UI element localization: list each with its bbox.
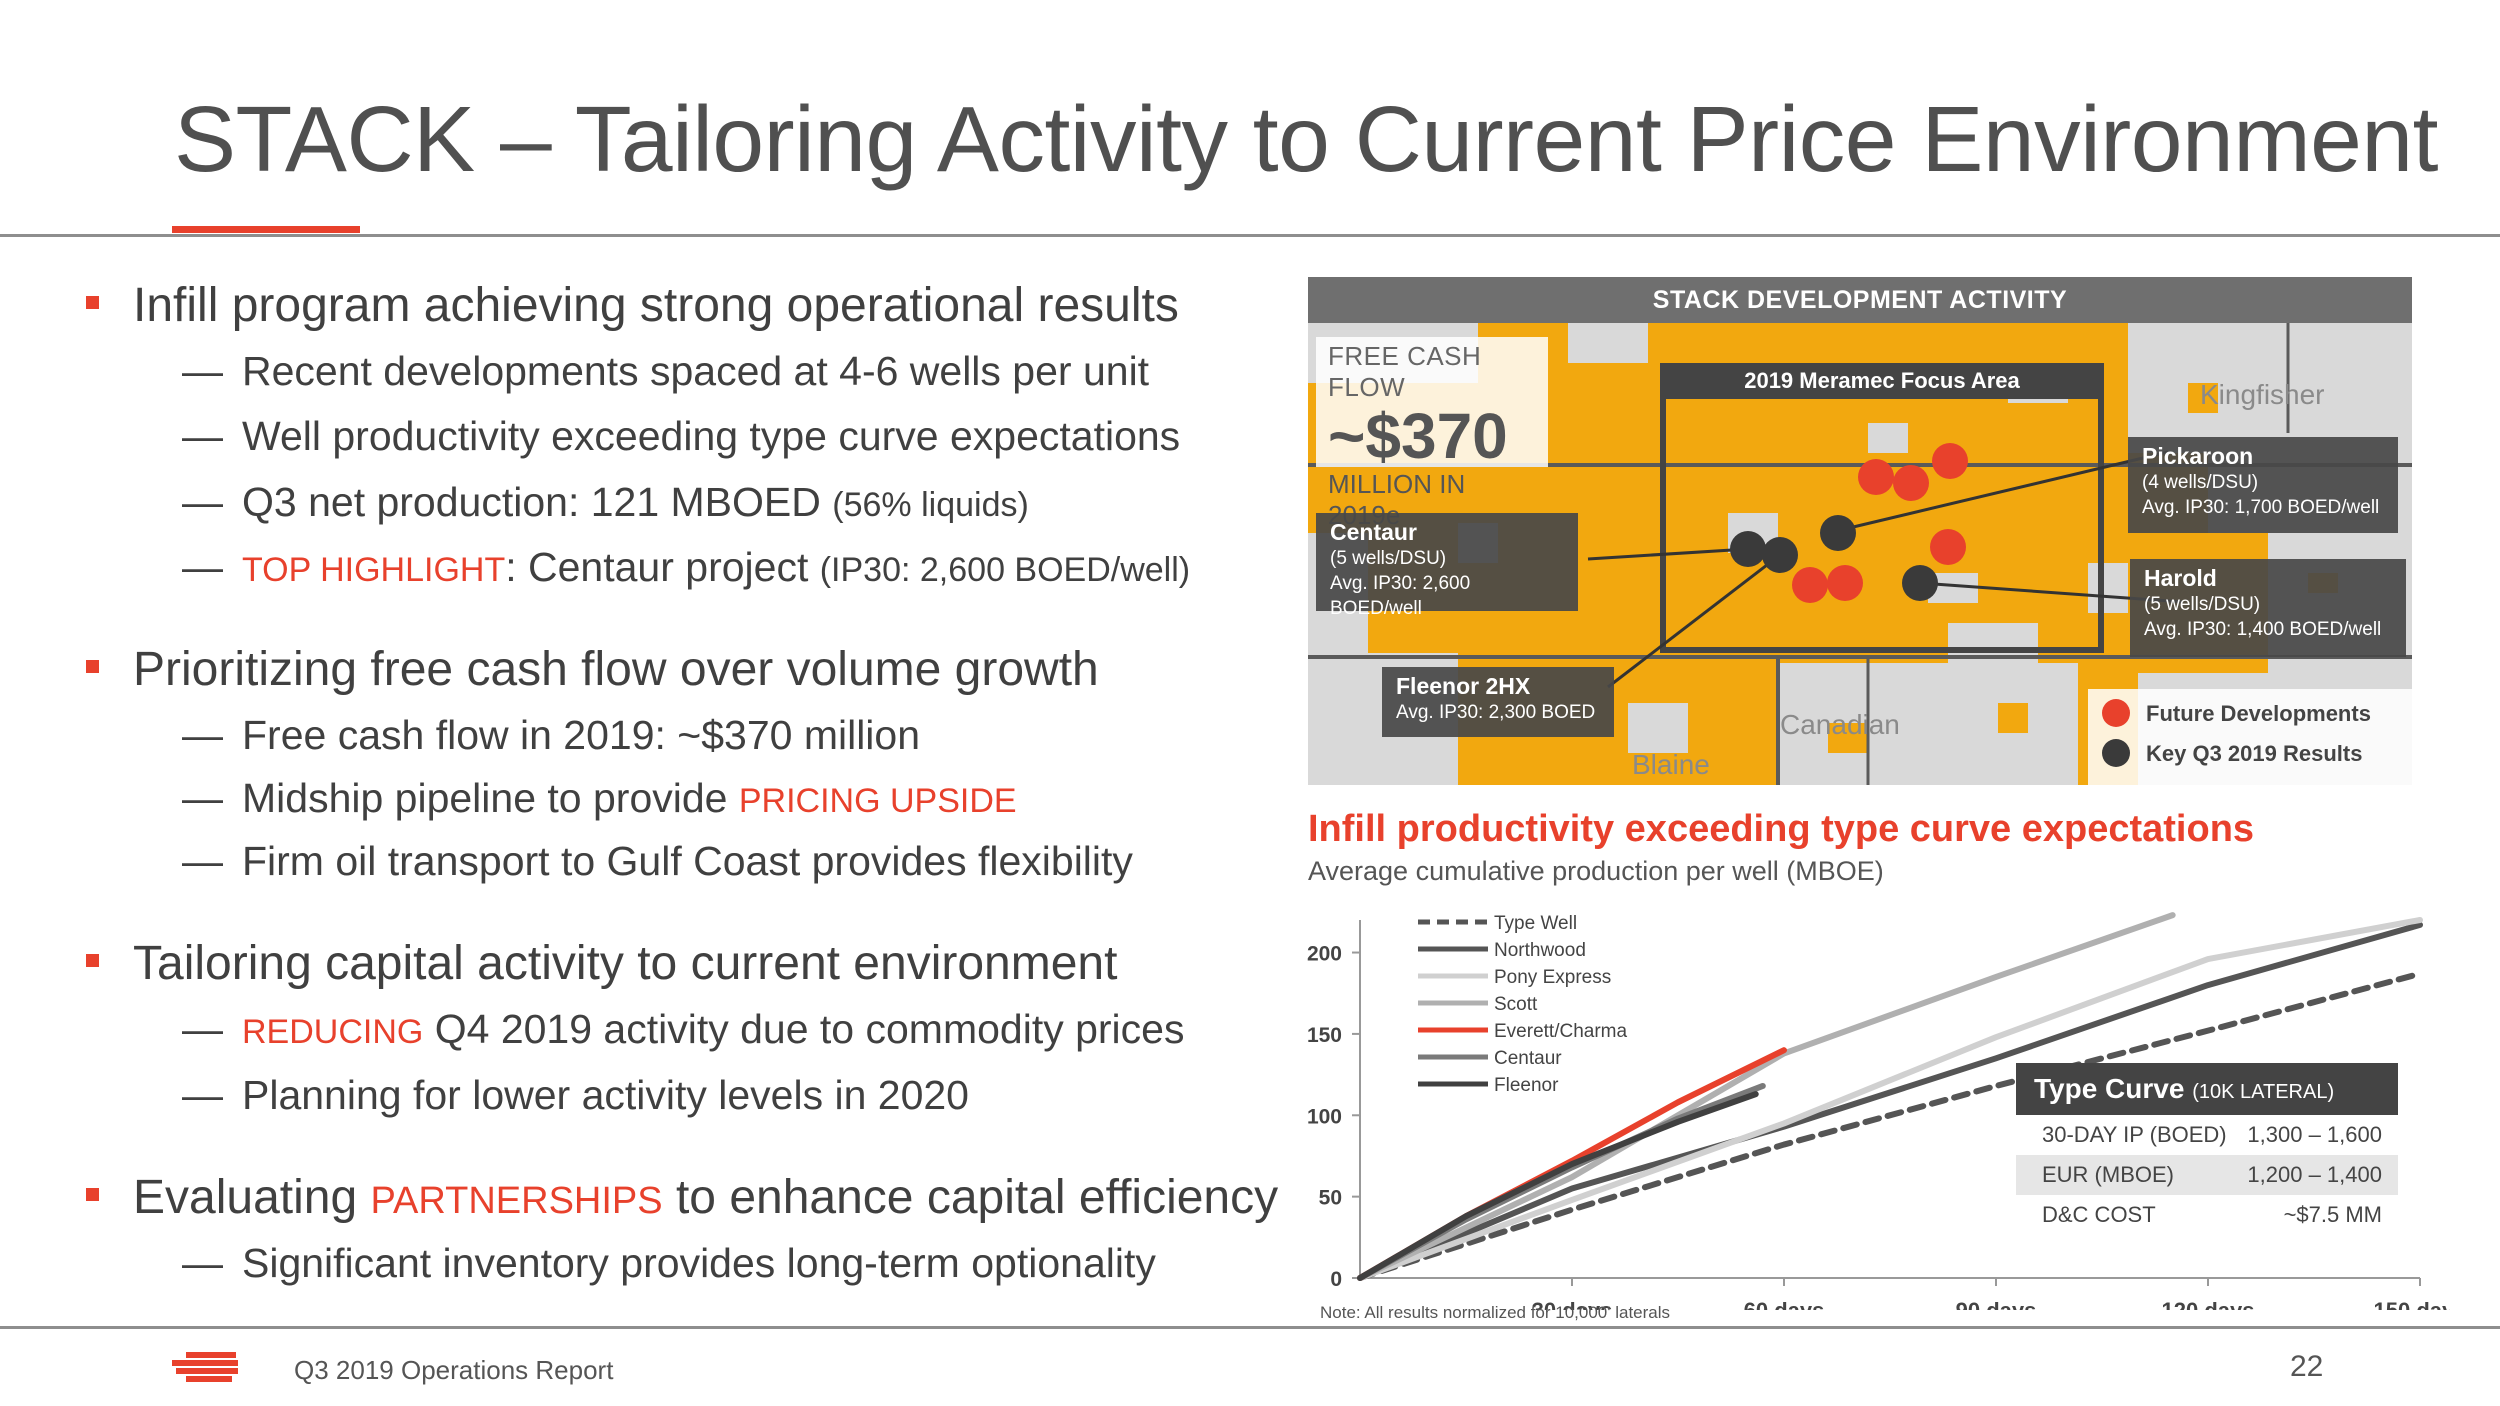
table-row: D&C COST ~$7.5 MM <box>2042 1202 2382 1227</box>
bullet-1: Infill program achieving strong operatio… <box>86 278 1179 333</box>
sub-bullet: — Well productivity exceeding type curve … <box>182 413 1181 459</box>
bullet-2: Prioritizing free cash flow over volume … <box>86 642 1099 697</box>
place-label: Blaine <box>1632 749 1710 780</box>
series-line-fleenor <box>1357 1091 1759 1281</box>
y-tick-label: 150 <box>1307 1024 1342 1047</box>
bullet-square-icon <box>86 295 99 309</box>
stack-development-map: STACK DEVELOPMENT ACTIVITY FREE CASH F <box>1308 277 2412 785</box>
callout-harold: Harold (5 wells/DSU) Avg. IP30: 1,400 BO… <box>2130 559 2406 657</box>
footer-report-name: Q3 2019 Operations Report <box>294 1355 614 1385</box>
y-tick-label: 0 <box>1330 1268 1342 1291</box>
focus-area-label: 2019 Meramec Focus Area <box>1660 363 2104 399</box>
page-title: STACK – Tailoring Activity to Current Pr… <box>174 87 2438 191</box>
y-tick-label: 50 <box>1319 1187 1342 1210</box>
page-number: 22 <box>2290 1350 2324 1383</box>
company-logo-icon <box>172 1352 238 1382</box>
sub-bullet: — Midship pipeline to provide PRICING UPS… <box>182 775 1017 821</box>
type-curve-header: Type Curve (10K LATERAL) <box>2016 1063 2398 1115</box>
series-line-type-well <box>1357 970 2423 1281</box>
dark-dot-icon <box>2102 739 2130 768</box>
sub-bullet: — Firm oil transport to Gulf Coast provid… <box>182 838 1133 884</box>
production-chart: 0 50 100 150 200 30 days 60 days 90 days 120 day… <box>1307 912 2450 1310</box>
title-accent-bar <box>172 226 360 233</box>
sub-bullet: — Planning for lower activity levels in 2… <box>182 1072 969 1118</box>
table-row: 30-DAY IP (BOED) 1,300 – 1,600 <box>2042 1122 2382 1147</box>
series-line-northwood <box>1357 921 2423 1281</box>
bullet-square-icon <box>86 953 99 967</box>
x-tick-label: 30 days <box>1532 1298 1613 1310</box>
legend-label: Everett/Charma <box>1494 1021 1627 1042</box>
bullet-square-icon <box>86 1187 99 1201</box>
sub-bullet: — TOP HIGHLIGHT: Centaur project (IP30: 2… <box>182 544 1191 590</box>
red-dot-icon <box>2102 699 2130 728</box>
table-row: EUR (MBOE) 1,200 – 1,400 <box>2016 1155 2398 1195</box>
legend-label: Pony Express <box>1494 967 1611 988</box>
chart-note: Note: All results normalized for 10,000'… <box>1320 1303 1671 1322</box>
sub-bullet: — Q3 net production: 121 MBOED (56% liqui… <box>182 479 1029 525</box>
free-cash-flow-value: ~$370 <box>1328 400 1508 472</box>
bullet-4: Evaluating PARTNERSHIPS to enhance capit… <box>86 1170 1278 1225</box>
callout-fleenor: Fleenor 2HX Avg. IP30: 2,300 BOED <box>1382 667 1614 737</box>
place-label: Canadian <box>1780 709 1900 740</box>
map-legend: Future Developments Key Q3 2019 Results <box>2088 689 2412 785</box>
type-curve-table: Type Curve (10K LATERAL) 30-DAY IP (BOED… <box>2016 1063 2398 1235</box>
title-divider <box>0 234 2500 237</box>
legend-label: Scott <box>1494 994 1538 1015</box>
free-cash-flow-box: FREE CASH FLOW ~$370 MILLION IN 2019e <box>1316 337 1548 530</box>
chart-title: Infill productivity exceeding type curve… <box>1308 808 2255 850</box>
y-tick-label: 200 <box>1307 943 1342 966</box>
place-label: Kingfisher <box>2200 379 2325 410</box>
callout-centaur: Centaur (5 wells/DSU) Avg. IP30: 2,600 B… <box>1316 513 1578 619</box>
map-header: STACK DEVELOPMENT ACTIVITY <box>1308 277 2412 323</box>
x-tick-label: 60 days <box>1744 1298 1825 1310</box>
x-tick-label: 150 days <box>2374 1298 2450 1310</box>
chart-subtitle: Average cumulative production per well (… <box>1308 856 1884 886</box>
y-tick-label: 100 <box>1307 1105 1342 1128</box>
legend-label: Fleenor <box>1494 1075 1559 1096</box>
callout-pickaroon: Pickaroon (4 wells/DSU) Avg. IP30: 1,700… <box>2128 437 2398 533</box>
legend-label: Centaur <box>1494 1048 1562 1069</box>
legend-item: Future Developments <box>2102 699 2371 729</box>
legend-label: Type Well <box>1494 913 1577 934</box>
sub-bullet: — Free cash flow in 2019: ~$370 million <box>182 712 921 758</box>
bullet-3: Tailoring capital activity to current en… <box>86 936 1117 991</box>
footer-divider <box>0 1326 2500 1329</box>
x-tick-label: 120 days <box>2162 1298 2255 1310</box>
sub-bullet: — Significant inventory provides long-ter… <box>182 1240 1156 1286</box>
bullet-square-icon <box>86 659 99 673</box>
series-line-pony-express <box>1357 917 2423 1281</box>
sub-bullet: — REDUCING Q4 2019 activity due to commod… <box>182 1006 1185 1052</box>
sub-bullet: — Recent developments spaced at 4-6 wells… <box>182 348 1150 394</box>
legend-item: Key Q3 2019 Results <box>2102 739 2362 769</box>
legend-label: Northwood <box>1494 940 1586 961</box>
x-tick-label: 90 days <box>1956 1298 2037 1310</box>
